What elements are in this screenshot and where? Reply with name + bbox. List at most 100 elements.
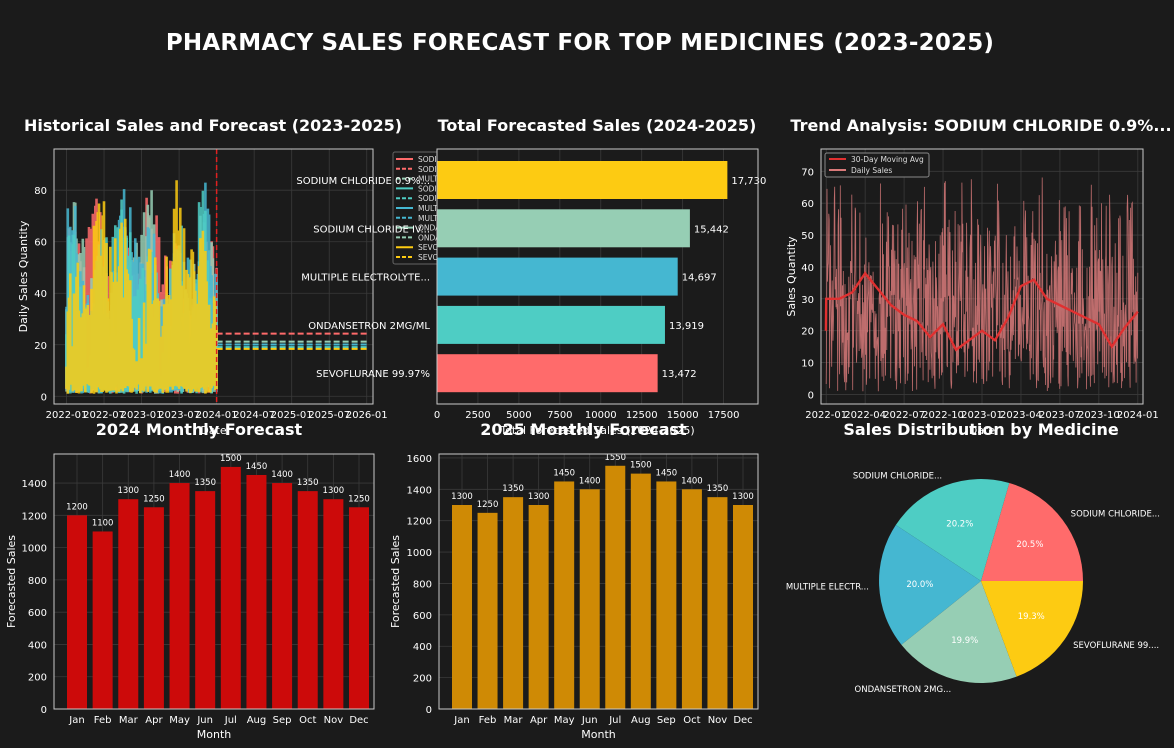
y-tick-label: 0	[808, 390, 814, 401]
x-tick-label: Nov	[708, 715, 728, 726]
m2025-bar	[554, 481, 575, 709]
x-tick-label: 2023-10	[1078, 410, 1120, 421]
total-category-label: SODIUM CHLORIDE 0.9%...	[296, 176, 430, 187]
y-tick-label: 80	[34, 186, 47, 197]
m2024-bar	[143, 507, 164, 709]
y-tick-label: 600	[413, 611, 432, 622]
total-bar-value-label: 17,730	[731, 176, 766, 187]
m2024-bar-value-label: 1100	[92, 518, 114, 528]
x-tick-label: 2500	[465, 410, 490, 421]
total-category-label: SEVOFLURANE 99.97%	[316, 369, 430, 380]
m2024-bar	[67, 515, 87, 709]
x-tick-label: Sep	[273, 715, 292, 726]
m2024-bar-value-label: 1250	[348, 494, 370, 504]
m2024-bar	[349, 507, 369, 709]
m2025-bar	[452, 505, 472, 709]
x-tick-label: Jan	[453, 715, 469, 726]
pie-percent-label: 20.0%	[906, 580, 933, 590]
x-tick-label: 5000	[506, 410, 531, 421]
y-tick-label: 0	[41, 392, 47, 403]
m2024-bar-value-label: 1450	[246, 462, 268, 472]
m2024-bar	[118, 499, 139, 709]
pie-percent-label: 20.2%	[946, 520, 973, 530]
pie-slice	[879, 525, 981, 645]
y-tick-label: 800	[413, 579, 432, 590]
x-tick-label: 2022-10	[922, 410, 964, 421]
historical-series-line	[65, 180, 218, 394]
m2025-bar-value-label: 1450	[656, 468, 678, 478]
trend-legend: 30-Day Moving Avg Daily Sales	[824, 152, 930, 178]
x-tick-label: 2025-07	[308, 410, 350, 421]
x-tick-label: Feb	[94, 715, 112, 726]
m2025-bar-value-label: 1550	[604, 453, 626, 463]
m2025-bar-value-label: 1350	[502, 484, 524, 494]
m2025-bar-value-label: 1500	[630, 461, 652, 471]
y-tick-label: 1000	[22, 544, 47, 555]
pie-category-label: SODIUM CHLORIDE...	[853, 472, 942, 482]
y-tick-label: 1200	[22, 511, 47, 522]
y-axis-label: Sales Quantity	[785, 236, 798, 317]
y-tick-label: 200	[28, 673, 47, 684]
x-axis-label: Date	[200, 424, 227, 437]
y-tick-label: 20	[801, 327, 814, 338]
total-bar	[437, 354, 658, 393]
y-axis-label: Daily Sales Quantity	[17, 220, 30, 332]
m2025-bar	[707, 497, 728, 709]
x-tick-label: 2022-04	[844, 410, 886, 421]
historical-axes-frame	[53, 148, 374, 405]
x-tick-label: Dec	[733, 715, 752, 726]
pie-slice	[981, 483, 1083, 581]
m2024-chart-title: 2024 Monthly Forecast	[96, 420, 303, 439]
m2025-chart-title: 2025 Monthly Forecast	[480, 420, 687, 439]
m2025-bar	[477, 512, 498, 709]
m2025-bar	[579, 489, 600, 709]
total-bar	[437, 209, 690, 248]
x-tick-label: 2023-04	[1000, 410, 1042, 421]
y-tick-label: 50	[801, 231, 814, 242]
m2024-bar	[272, 483, 293, 709]
x-tick-label: Aug	[247, 715, 267, 726]
m2025-axes-frame	[438, 453, 759, 710]
total-axes-frame	[436, 148, 759, 405]
m2024-bar	[195, 491, 216, 709]
total-bar	[437, 257, 678, 296]
y-tick-label: 40	[801, 263, 814, 274]
x-tick-label: Feb	[479, 715, 497, 726]
y-tick-label: 400	[28, 640, 47, 651]
y-axis-label: Forecasted Sales	[5, 535, 18, 628]
y-tick-label: 60	[801, 199, 814, 210]
total-category-label: ONDANSETRON 2MG/ML	[308, 321, 430, 332]
y-tick-label: 60	[34, 238, 47, 249]
x-tick-label: 2022-07	[83, 410, 125, 421]
dashboard-title: PHARMACY SALES FORECAST FOR TOP MEDICINE…	[165, 30, 995, 56]
y-tick-label: 200	[413, 674, 432, 685]
x-tick-label: Jan	[68, 715, 84, 726]
x-tick-label: 2023-01	[961, 410, 1003, 421]
x-tick-label: Sep	[657, 715, 676, 726]
x-tick-label: Apr	[530, 715, 548, 726]
m2025-bar-value-label: 1300	[732, 492, 754, 502]
m2025-bar	[605, 465, 626, 709]
y-tick-label: 10	[801, 359, 814, 370]
y-tick-label: 400	[413, 642, 432, 653]
historical-series-spikes	[65, 180, 218, 394]
total-bar	[437, 161, 728, 199]
m2025-bar	[503, 497, 524, 709]
y-axis-label: Forecasted Sales	[389, 535, 402, 628]
pie-category-label: SEVOFLURANE 99....	[1073, 641, 1159, 651]
x-tick-label: Oct	[299, 715, 316, 726]
m2025-bar	[733, 505, 753, 709]
x-axis-label: Month	[581, 728, 616, 741]
x-axis-label: Date	[969, 424, 996, 437]
total-bar-value-label: 13,472	[662, 369, 697, 380]
x-tick-label: Apr	[145, 715, 163, 726]
m2025-bar-value-label: 1250	[477, 500, 499, 510]
pie-percent-label: 20.5%	[1016, 540, 1043, 550]
total-bar-value-label: 15,442	[694, 224, 729, 235]
m2025-bar	[656, 481, 677, 709]
x-axis-label: Total Forecasted Sales (2024-2025)	[499, 424, 694, 437]
x-tick-label: 12500	[626, 410, 658, 421]
x-tick-label: Mar	[504, 715, 524, 726]
m2025-bar-value-label: 1400	[579, 476, 601, 486]
